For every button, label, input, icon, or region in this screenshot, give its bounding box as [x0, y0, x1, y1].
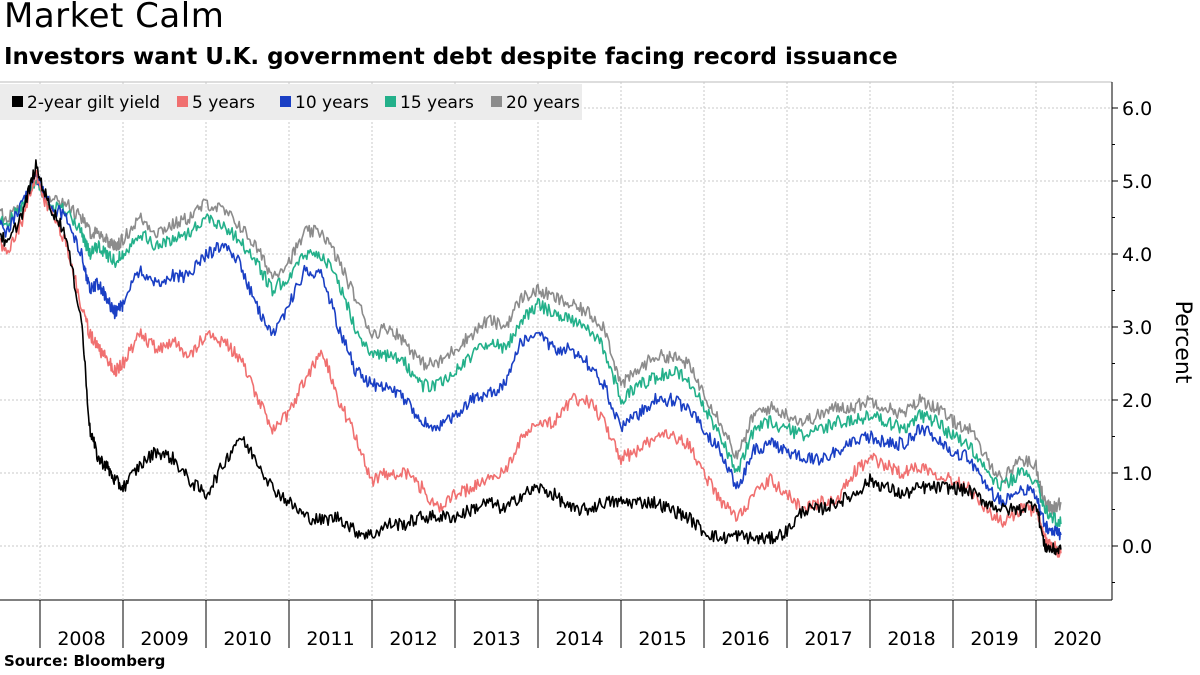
- legend-label: 5 years: [192, 93, 255, 113]
- series-lines: [0, 159, 1062, 558]
- x-tick-label: 2014: [555, 628, 603, 650]
- x-axis: 2008 2009 2010 2011 2012 2013 2014 2015 2016 2017…: [39, 600, 1102, 650]
- x-tick-label: 2018: [887, 628, 935, 650]
- y-tick-label: 1.0: [1122, 463, 1152, 485]
- series-line-10-years: [0, 172, 1062, 541]
- x-tick-label: 2008: [57, 628, 105, 650]
- x-tick-label: 2020: [1053, 628, 1101, 650]
- legend-swatch: [385, 96, 396, 107]
- y-tick-label: 0.0: [1122, 536, 1152, 558]
- legend-label: 10 years: [295, 93, 369, 113]
- source-note: Source: Bloomberg: [4, 652, 166, 670]
- x-tick-label: 2011: [306, 628, 354, 650]
- x-tick-label: 2017: [804, 628, 852, 650]
- legend-label: 20 years: [506, 93, 580, 113]
- legend-swatch: [12, 96, 23, 107]
- legend-swatch: [177, 96, 188, 107]
- legend-label: 2-year gilt yield: [27, 93, 160, 113]
- chart-subtitle: Investors want U.K. government debt desp…: [4, 44, 898, 70]
- y-tick-label: 5.0: [1122, 171, 1152, 193]
- x-tick-label: 2010: [223, 628, 271, 650]
- series-line-5-years: [0, 169, 1062, 558]
- series-line-2-year-gilt-yield: [0, 159, 1062, 556]
- x-tick-label: 2013: [472, 628, 520, 650]
- y-axis-label: Percent: [1170, 301, 1195, 384]
- y-tick-label: 4.0: [1122, 244, 1152, 266]
- series-line-15-years: [0, 177, 1062, 528]
- chart-title: Market Calm: [4, 0, 225, 36]
- y-tick-label: 6.0: [1122, 98, 1152, 120]
- legend-swatch: [280, 96, 291, 107]
- y-tick-label: 3.0: [1122, 317, 1152, 339]
- legend-label: 15 years: [400, 93, 474, 113]
- legend-swatch: [491, 96, 502, 107]
- y-axis: 0.0 1.0 2.0 3.0 4.0 5.0 6.0: [1112, 98, 1152, 583]
- x-tick-label: 2015: [638, 628, 686, 650]
- x-tick-label: 2016: [721, 628, 769, 650]
- x-tick-label: 2012: [389, 628, 437, 650]
- gridlines: [0, 82, 1112, 600]
- legend: 2-year gilt yield 5 years 10 years 15 years…: [0, 84, 582, 120]
- x-tick-label: 2009: [140, 628, 188, 650]
- y-tick-label: 2.0: [1122, 390, 1152, 412]
- series-line-20-years: [0, 179, 1062, 515]
- x-tick-label: 2019: [970, 628, 1018, 650]
